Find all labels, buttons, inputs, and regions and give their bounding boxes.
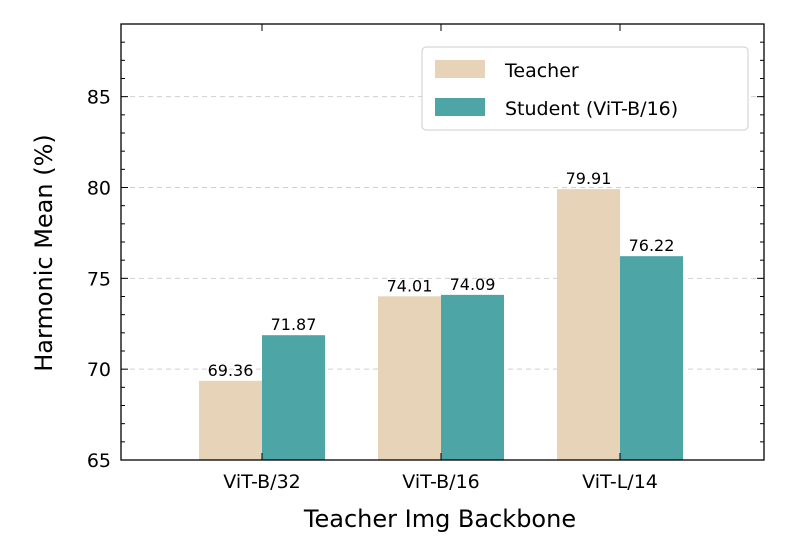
x-tick-label: ViT-B/16 (402, 471, 480, 493)
data-label: 74.09 (450, 275, 496, 294)
data-label: 79.91 (566, 169, 612, 188)
data-labels: 69.36 71.87 74.01 74.09 79.91 76.22 (208, 169, 675, 380)
x-axis-ticks: ViT-B/32 ViT-B/16 ViT-L/14 (223, 24, 658, 493)
bar-teacher-1 (378, 296, 441, 460)
y-tick-label: 85 (87, 87, 111, 109)
data-label: 69.36 (208, 361, 254, 380)
legend-label-student: Student (ViT-B/16) (505, 98, 678, 120)
bar-student-0 (262, 335, 325, 460)
y-axis-label: Harmonic Mean (%) (30, 134, 58, 372)
bars (199, 189, 683, 460)
y-tick-label: 65 (87, 450, 111, 472)
y-axis-ticks: 65 70 75 80 85 (87, 23, 764, 472)
x-axis-label: Teacher Img Backbone (303, 505, 576, 533)
bar-student-1 (441, 294, 504, 460)
legend-box (421, 46, 749, 131)
x-tick-label: ViT-B/32 (223, 471, 301, 493)
legend-label-teacher: Teacher (504, 60, 579, 82)
y-tick-label: 80 (87, 178, 111, 200)
y-tick-label: 70 (87, 359, 111, 381)
bar-student-2 (620, 256, 683, 460)
data-label: 76.22 (629, 236, 675, 255)
legend: Teacher Student (ViT-B/16) (421, 46, 749, 131)
bar-teacher-2 (557, 189, 620, 460)
data-label: 74.01 (387, 276, 433, 295)
x-tick-label: ViT-L/14 (582, 471, 658, 493)
legend-swatch-teacher (435, 60, 485, 78)
bar-teacher-0 (199, 380, 262, 460)
data-label: 71.87 (271, 315, 317, 334)
legend-swatch-student (435, 98, 485, 116)
y-tick-label: 75 (87, 268, 111, 290)
